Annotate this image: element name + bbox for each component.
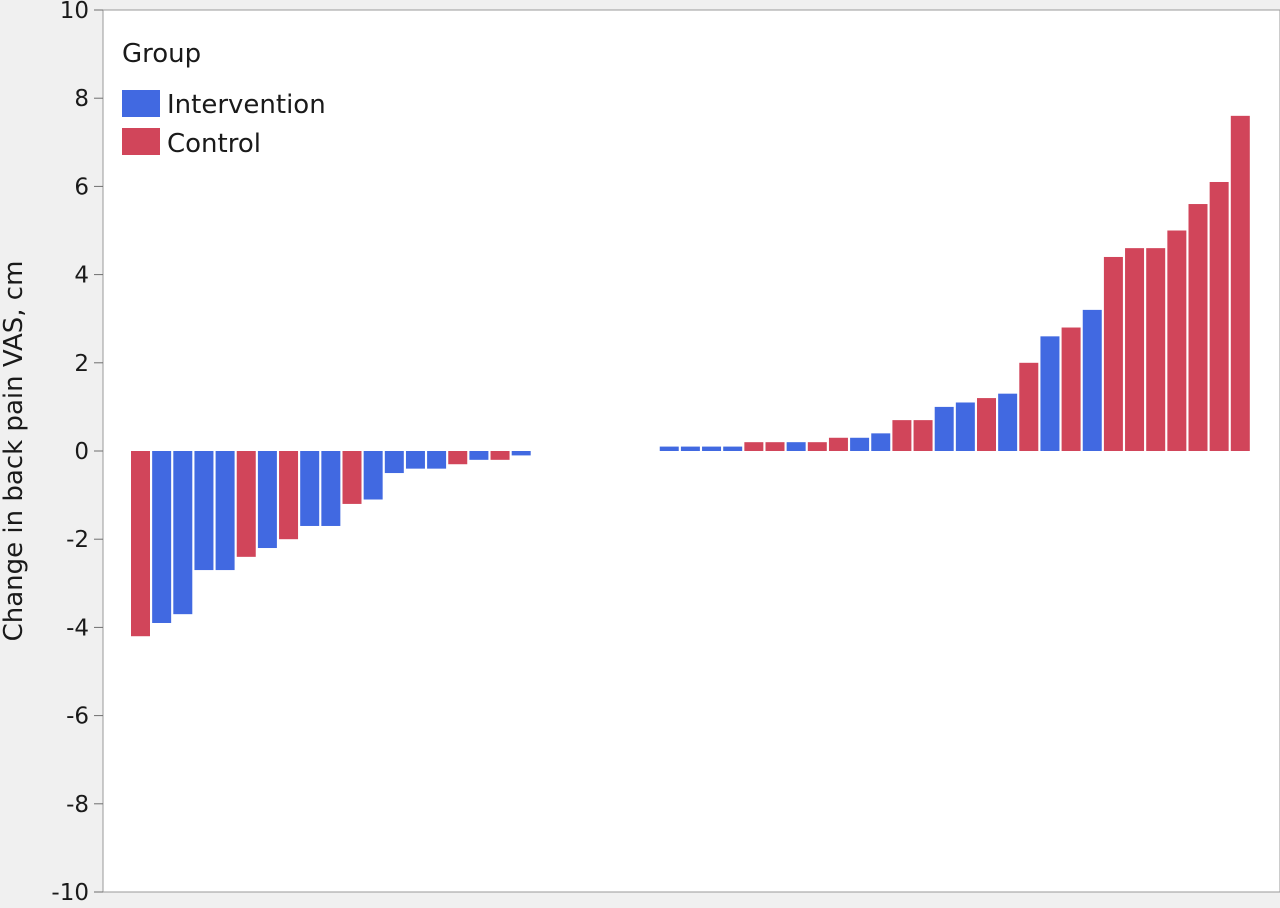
bar-intervention <box>215 451 235 571</box>
bar-control <box>279 451 299 540</box>
legend-label-intervention: Intervention <box>167 90 326 120</box>
bar-intervention <box>363 451 383 500</box>
bar-intervention <box>723 446 743 451</box>
bar-intervention <box>300 451 320 526</box>
y-tick-label: -10 <box>51 880 89 904</box>
bar-intervention <box>955 402 975 451</box>
bar-control <box>765 442 785 451</box>
bar-intervention <box>702 446 722 451</box>
bar-intervention <box>934 406 954 451</box>
bar-control <box>342 451 362 504</box>
bar-intervention <box>511 451 531 456</box>
legend-title: Group <box>122 39 201 69</box>
bar-intervention <box>659 446 679 451</box>
y-tick-label: 10 <box>60 0 89 24</box>
bar-intervention <box>194 451 214 571</box>
bar-control <box>1061 327 1081 451</box>
bar-control <box>1209 181 1229 452</box>
y-tick-label: -6 <box>66 704 89 730</box>
bar-intervention <box>1040 336 1060 451</box>
y-tick-label: -4 <box>66 615 89 641</box>
bar-control <box>1019 362 1039 451</box>
bar-intervention <box>321 451 341 526</box>
bar-series <box>131 115 1250 637</box>
legend-swatch-intervention <box>122 90 160 117</box>
bar-control <box>913 420 933 451</box>
legend-label-control: Control <box>167 129 261 159</box>
bar-control <box>1125 248 1145 451</box>
bar-intervention <box>173 451 193 615</box>
bar-control <box>1146 248 1166 451</box>
y-axis-label: Change in back pain VAS, cm <box>0 261 29 642</box>
bar-control <box>744 442 764 451</box>
bar-control <box>977 398 996 451</box>
bar-intervention <box>1082 309 1102 451</box>
bar-control <box>1103 256 1123 451</box>
bar-control <box>131 451 150 637</box>
legend: Group Intervention Control <box>122 39 326 159</box>
bar-control <box>1167 230 1187 451</box>
bar-control <box>1188 204 1208 451</box>
bar-intervention <box>850 437 870 451</box>
bar-control <box>807 442 827 451</box>
y-axis: 10 8 6 4 2 0 -2 -4 -6 -8 -10 <box>51 0 103 906</box>
bar-intervention <box>871 433 891 451</box>
bar-intervention <box>384 451 404 474</box>
y-tick-label: 0 <box>74 439 89 465</box>
y-tick-label: 2 <box>74 351 89 377</box>
bar-intervention <box>998 393 1018 451</box>
bar-intervention <box>680 446 700 451</box>
bar-control <box>1230 115 1250 451</box>
bar-intervention <box>405 451 425 469</box>
y-tick-label: 8 <box>74 86 89 112</box>
bar-control <box>828 437 848 451</box>
y-tick-label: 4 <box>74 263 89 289</box>
bar-intervention <box>257 451 277 549</box>
bar-intervention <box>469 451 489 460</box>
bar-control <box>892 420 912 451</box>
bar-control <box>236 451 256 557</box>
y-tick-label: -2 <box>66 527 89 553</box>
bar-intervention <box>786 442 806 451</box>
y-tick-label: 6 <box>74 174 89 200</box>
legend-swatch-control <box>122 128 160 155</box>
y-tick-label: -8 <box>66 792 89 818</box>
bar-intervention <box>427 451 447 469</box>
bar-intervention <box>152 451 172 623</box>
bar-control <box>448 451 468 465</box>
bar-control <box>490 451 510 460</box>
